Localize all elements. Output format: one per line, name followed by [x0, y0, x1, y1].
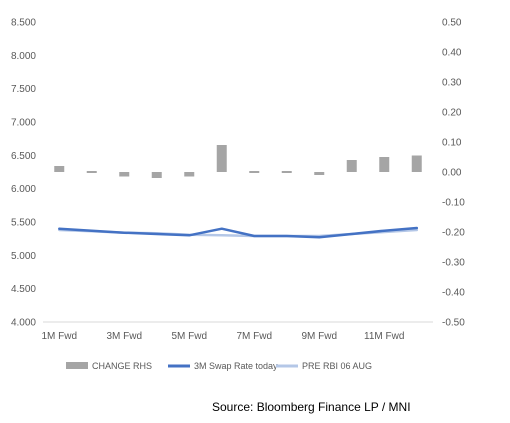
bar-change-rhs — [346, 160, 357, 172]
bar-change-rhs — [54, 166, 65, 172]
x-tick-label: 9M Fwd — [301, 331, 337, 342]
right-tick-label: -0.10 — [442, 198, 465, 209]
bar-change-rhs — [249, 171, 260, 173]
left-tick-label: 5.000 — [11, 251, 36, 262]
right-tick-label: 0.00 — [442, 168, 462, 179]
left-tick-label: 5.500 — [11, 218, 36, 229]
legend-swatch-bar — [66, 362, 88, 369]
left-axis: 4.000 4.500 5.000 5.500 6.000 6.500 7.000 7.500… — [11, 18, 36, 329]
x-tick-label: 11M Fwd — [364, 331, 404, 342]
legend-label: PRE RBI 06 AUG — [302, 361, 372, 371]
left-tick-label: 6.000 — [11, 184, 36, 195]
bar-change-rhs — [119, 172, 130, 177]
bar-change-rhs — [379, 157, 390, 172]
right-tick-label: 0.30 — [442, 78, 462, 89]
x-tick-label: 3M Fwd — [106, 331, 142, 342]
legend: CHANGE RHS 3M Swap Rate today PRE RBI 06 A… — [66, 361, 372, 371]
bar-change-rhs — [411, 155, 422, 172]
left-tick-label: 4.500 — [11, 284, 36, 295]
x-axis: 1M Fwd 3M Fwd 5M Fwd 7M Fwd 9M Fwd 11M Fwd — [41, 331, 404, 342]
right-tick-label: -0.50 — [442, 318, 465, 329]
bar-change-rhs — [86, 171, 97, 173]
legend-label: CHANGE RHS — [92, 361, 152, 371]
series-line — [58, 226, 419, 239]
right-tick-label: -0.20 — [442, 228, 465, 239]
right-tick-label: -0.40 — [442, 288, 465, 299]
left-tick-label: 7.500 — [11, 84, 36, 95]
left-tick-label: 4.000 — [11, 318, 36, 329]
right-tick-label: 0.10 — [442, 138, 462, 149]
plot-area — [43, 145, 433, 323]
bar-change-rhs — [216, 145, 227, 172]
x-tick-label: 1M Fwd — [41, 331, 77, 342]
right-axis: -0.50 -0.40 -0.30 -0.20 -0.10 0.00 0.10 0.20 0.3… — [442, 18, 465, 329]
legend-label: 3M Swap Rate today — [194, 361, 278, 371]
bar-change-rhs — [151, 172, 162, 178]
bar-change-rhs — [184, 172, 195, 177]
x-tick-label: 5M Fwd — [171, 331, 207, 342]
left-tick-label: 7.000 — [11, 118, 36, 129]
right-tick-label: 0.40 — [442, 48, 462, 59]
right-tick-label: -0.30 — [442, 258, 465, 269]
left-tick-label: 8.500 — [11, 18, 36, 29]
right-tick-label: 0.20 — [442, 108, 462, 119]
source-note: Source: Bloomberg Finance LP / MNI — [212, 400, 411, 414]
left-tick-label: 6.500 — [11, 151, 36, 162]
left-tick-label: 8.000 — [11, 51, 36, 62]
bar-change-rhs — [314, 172, 325, 175]
right-tick-label: 0.50 — [442, 18, 462, 29]
bar-change-rhs — [281, 171, 292, 173]
x-tick-label: 7M Fwd — [236, 331, 272, 342]
